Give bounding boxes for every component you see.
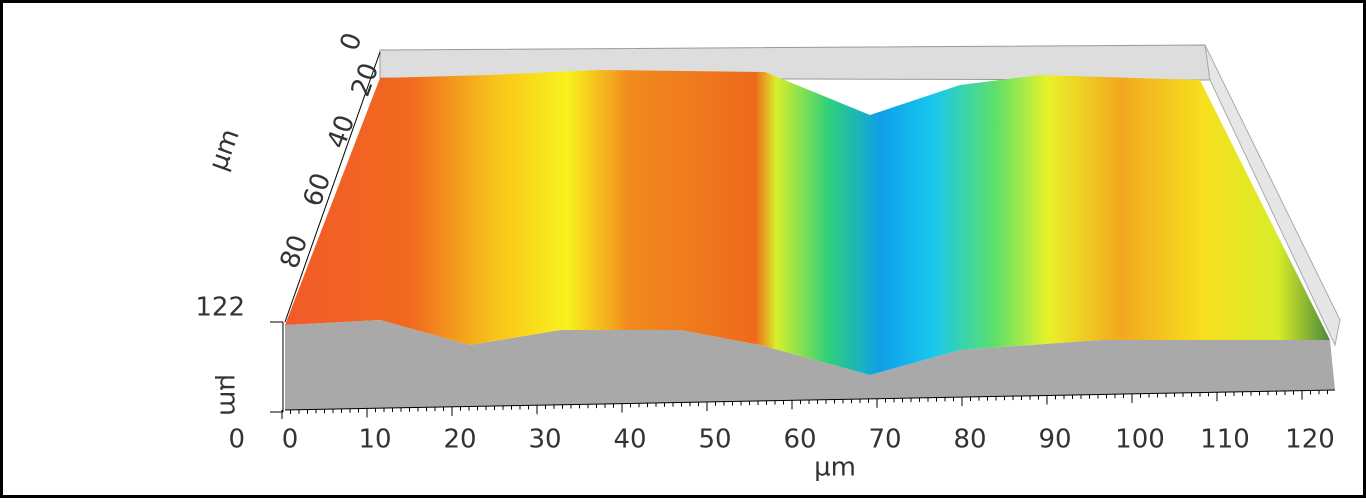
y-axis-line: [284, 51, 381, 323]
side-wall: [1204, 44, 1341, 347]
x-tick-label: 60: [783, 425, 816, 455]
x-tick-label: 0: [282, 425, 299, 455]
z-tick-label: 0: [228, 425, 245, 455]
x-tick-label: 120: [1285, 425, 1335, 455]
x-axis-label: µm: [814, 453, 856, 483]
x-tick-label: 100: [1115, 425, 1165, 455]
x-tick-label: 110: [1200, 425, 1250, 455]
x-tick-label: 40: [613, 425, 646, 455]
x-tick-label: 90: [1038, 425, 1071, 455]
x-tick-label: 50: [698, 425, 731, 455]
x-tick-label: 80: [953, 425, 986, 455]
x-tick-label: 10: [358, 425, 391, 455]
x-tick-label: 30: [528, 425, 561, 455]
surface: [285, 70, 1330, 375]
front-face: [285, 320, 1335, 410]
x-tick-label: 20: [443, 425, 476, 455]
z-tick-label: 122: [195, 293, 245, 323]
z-axis-label: µm: [214, 374, 244, 416]
x-tick-label: 70: [868, 425, 901, 455]
